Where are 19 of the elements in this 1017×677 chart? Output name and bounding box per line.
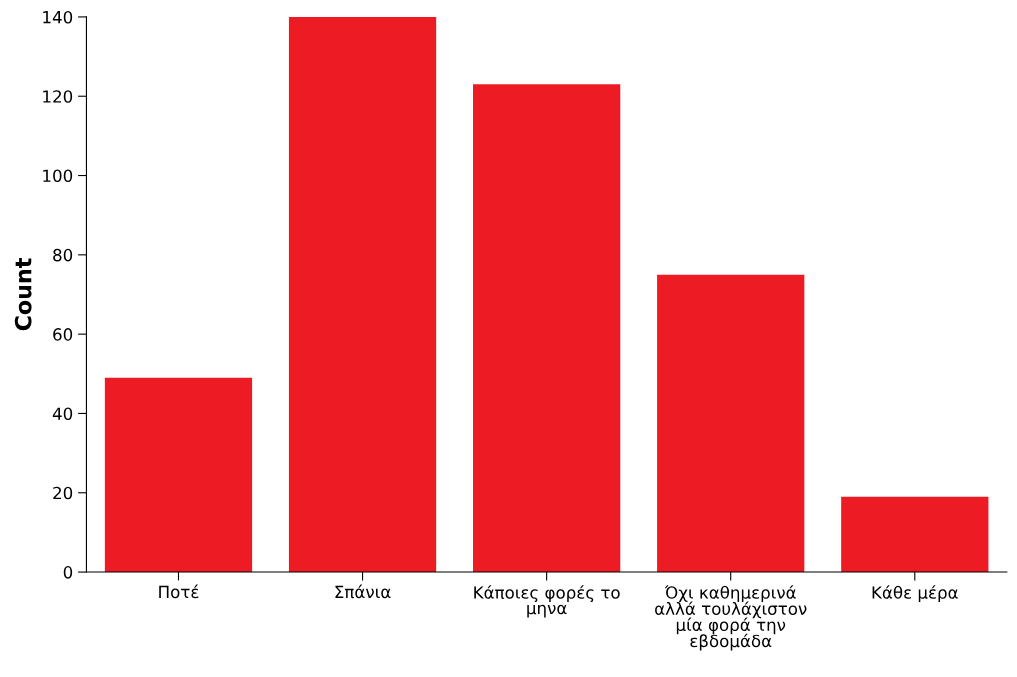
x-tick-label: Ποτέ	[159, 584, 199, 599]
y-tick-label: 140	[43, 10, 73, 24]
bar	[288, 16, 437, 573]
y-tick-label: 40	[52, 407, 73, 421]
bar	[104, 377, 253, 573]
y-tick-label: 0	[63, 566, 73, 579]
y-tick-label: 120	[43, 90, 73, 103]
y-axis-title: Count	[14, 258, 32, 331]
x-tick-label: Όχι καθημερινά αλλά τουλάχιστον μία φορά την εβδομάδα	[655, 585, 807, 651]
x-tick-label: Κάθε μέρα	[872, 585, 958, 603]
x-tick-label: Σπάνια	[335, 584, 391, 599]
x-tick-label: Κάποιες φορές το μηνα	[474, 585, 620, 618]
bar	[657, 274, 805, 573]
y-tick-label: 60	[53, 328, 73, 341]
y-tick-label: 80	[53, 248, 73, 262]
y-tick-label: 100	[43, 169, 73, 183]
bar	[473, 84, 621, 573]
y-tick-label: 20	[53, 486, 73, 500]
bar	[841, 496, 989, 573]
